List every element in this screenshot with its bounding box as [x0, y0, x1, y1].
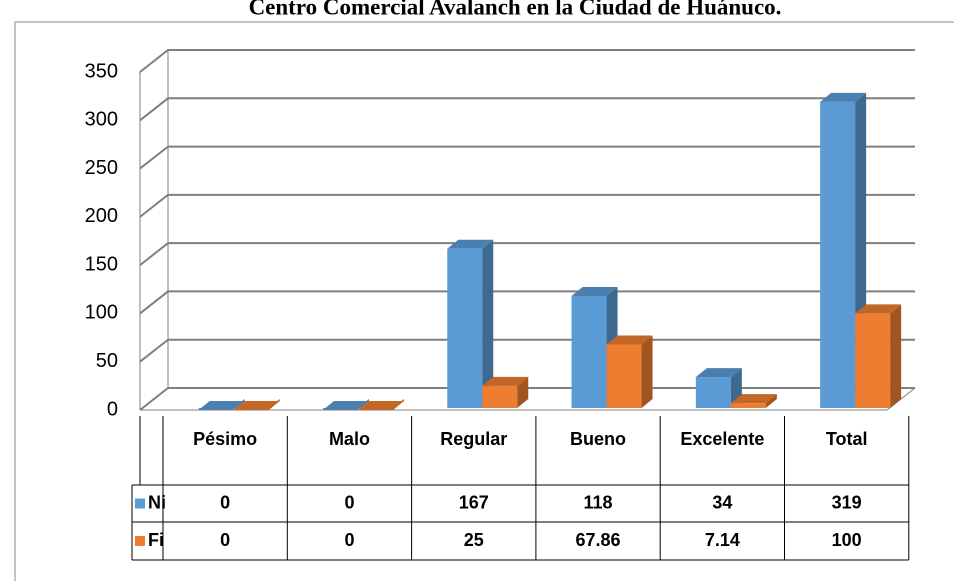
grid-line: [139, 145, 915, 170]
legend-label: Fi: [148, 530, 164, 550]
category-label: Regular: [440, 429, 507, 449]
bar-top: [606, 335, 653, 345]
table-value: 0: [220, 492, 230, 512]
bar-side: [890, 304, 902, 408]
y-tick-label: 0: [107, 398, 118, 420]
y-tick-label: 300: [85, 109, 118, 131]
bar-front: [606, 344, 642, 408]
category-label: Excelente: [680, 429, 764, 449]
bar-front: [447, 248, 483, 408]
category-label: Malo: [329, 429, 370, 449]
category-label: Total: [826, 429, 868, 449]
grid-line: [139, 242, 915, 266]
bar: [855, 304, 902, 408]
grid-line: [139, 193, 915, 218]
bar-side: [765, 394, 777, 408]
grid-line: [139, 338, 915, 363]
bar-front: [820, 101, 856, 409]
grid-line: [139, 290, 915, 315]
bar: [357, 399, 404, 410]
bar-top: [820, 92, 867, 102]
bar: [606, 335, 653, 408]
bar-side: [517, 376, 529, 408]
table-value: 167: [459, 492, 489, 512]
bar-top: [322, 401, 369, 410]
table-value: 319: [832, 492, 862, 512]
bar-top: [730, 394, 777, 404]
y-tick-label: 100: [85, 302, 118, 324]
table-value: 0: [344, 530, 354, 550]
chart-title: Centro Comercial Avalanch en la Ciudad d…: [249, 0, 782, 19]
bar-side: [641, 335, 653, 408]
y-tick-label: 250: [85, 157, 118, 179]
table-value: 7.14: [705, 530, 740, 550]
table-value: 25: [464, 530, 484, 550]
legend-marker: [135, 536, 145, 546]
bar: [322, 399, 369, 410]
grid-line: [139, 387, 915, 411]
grid-line: [139, 97, 915, 122]
bar-top: [198, 401, 245, 410]
y-tick-label: 150: [85, 253, 118, 275]
table-value: 0: [344, 492, 354, 512]
bar-top: [233, 401, 280, 410]
bar: [447, 239, 494, 408]
bar-front: [571, 296, 607, 408]
bar-front: [730, 403, 766, 408]
table-value: 0: [220, 530, 230, 550]
bar-front: [482, 385, 518, 408]
bar-top: [447, 239, 494, 249]
table-value: 100: [832, 530, 862, 550]
table-value: 34: [712, 492, 732, 512]
bar-top: [571, 287, 618, 297]
bar-top: [357, 401, 404, 410]
bar: [233, 399, 280, 410]
bar-top: [855, 304, 902, 314]
bar: [730, 394, 777, 408]
grid-line: [139, 49, 915, 73]
category-label: Pésimo: [193, 429, 257, 449]
y-tick-label: 350: [85, 60, 118, 82]
bar-top: [482, 376, 529, 386]
bar: [482, 376, 529, 408]
y-tick-label: 200: [85, 205, 118, 227]
bar-front: [855, 313, 891, 408]
legend-label: Ni: [148, 492, 166, 512]
bar-top: [695, 368, 742, 378]
bar: [198, 399, 245, 410]
bar-side: [482, 239, 494, 408]
chart-frame: [14, 21, 954, 581]
bar-front: [695, 377, 731, 408]
legend-marker: [135, 498, 145, 509]
table-value: 67.86: [576, 530, 621, 550]
category-label: Bueno: [570, 429, 626, 449]
y-tick-label: 50: [96, 350, 118, 372]
table-value: 118: [584, 492, 613, 512]
